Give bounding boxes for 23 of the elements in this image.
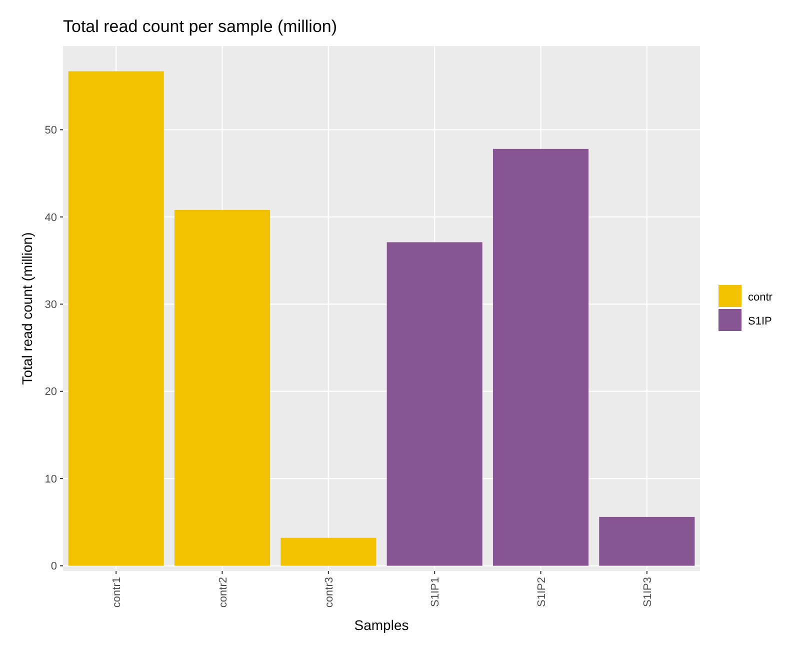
x-axis-title: Samples <box>354 617 409 633</box>
y-tick-label: 30 <box>44 298 57 311</box>
chart-title: Total read count per sample (million) <box>63 17 338 36</box>
bar <box>492 148 589 566</box>
y-tick-label: 0 <box>50 560 57 573</box>
bar <box>386 242 482 566</box>
y-tick-label: 50 <box>44 124 57 137</box>
bar <box>599 516 695 566</box>
bar <box>68 71 164 566</box>
y-axis-title: Total read count (million) <box>19 232 35 385</box>
y-tick-label: 40 <box>44 212 57 224</box>
x-tick-label: contr3 <box>323 577 336 608</box>
x-tick-label: S1IP2 <box>536 577 548 607</box>
x-tick-label: contr2 <box>217 577 230 608</box>
x-tick-label: contr1 <box>111 577 124 608</box>
y-tick-label: 20 <box>44 386 57 398</box>
bar <box>174 210 270 566</box>
y-tick-label: 10 <box>44 473 57 486</box>
x-tick-label: S1IP3 <box>642 577 654 607</box>
legend-label: S1IP <box>748 315 772 328</box>
x-tick-label: S1IP1 <box>430 577 442 607</box>
legend-label: contr <box>748 291 773 304</box>
bar <box>280 538 376 566</box>
